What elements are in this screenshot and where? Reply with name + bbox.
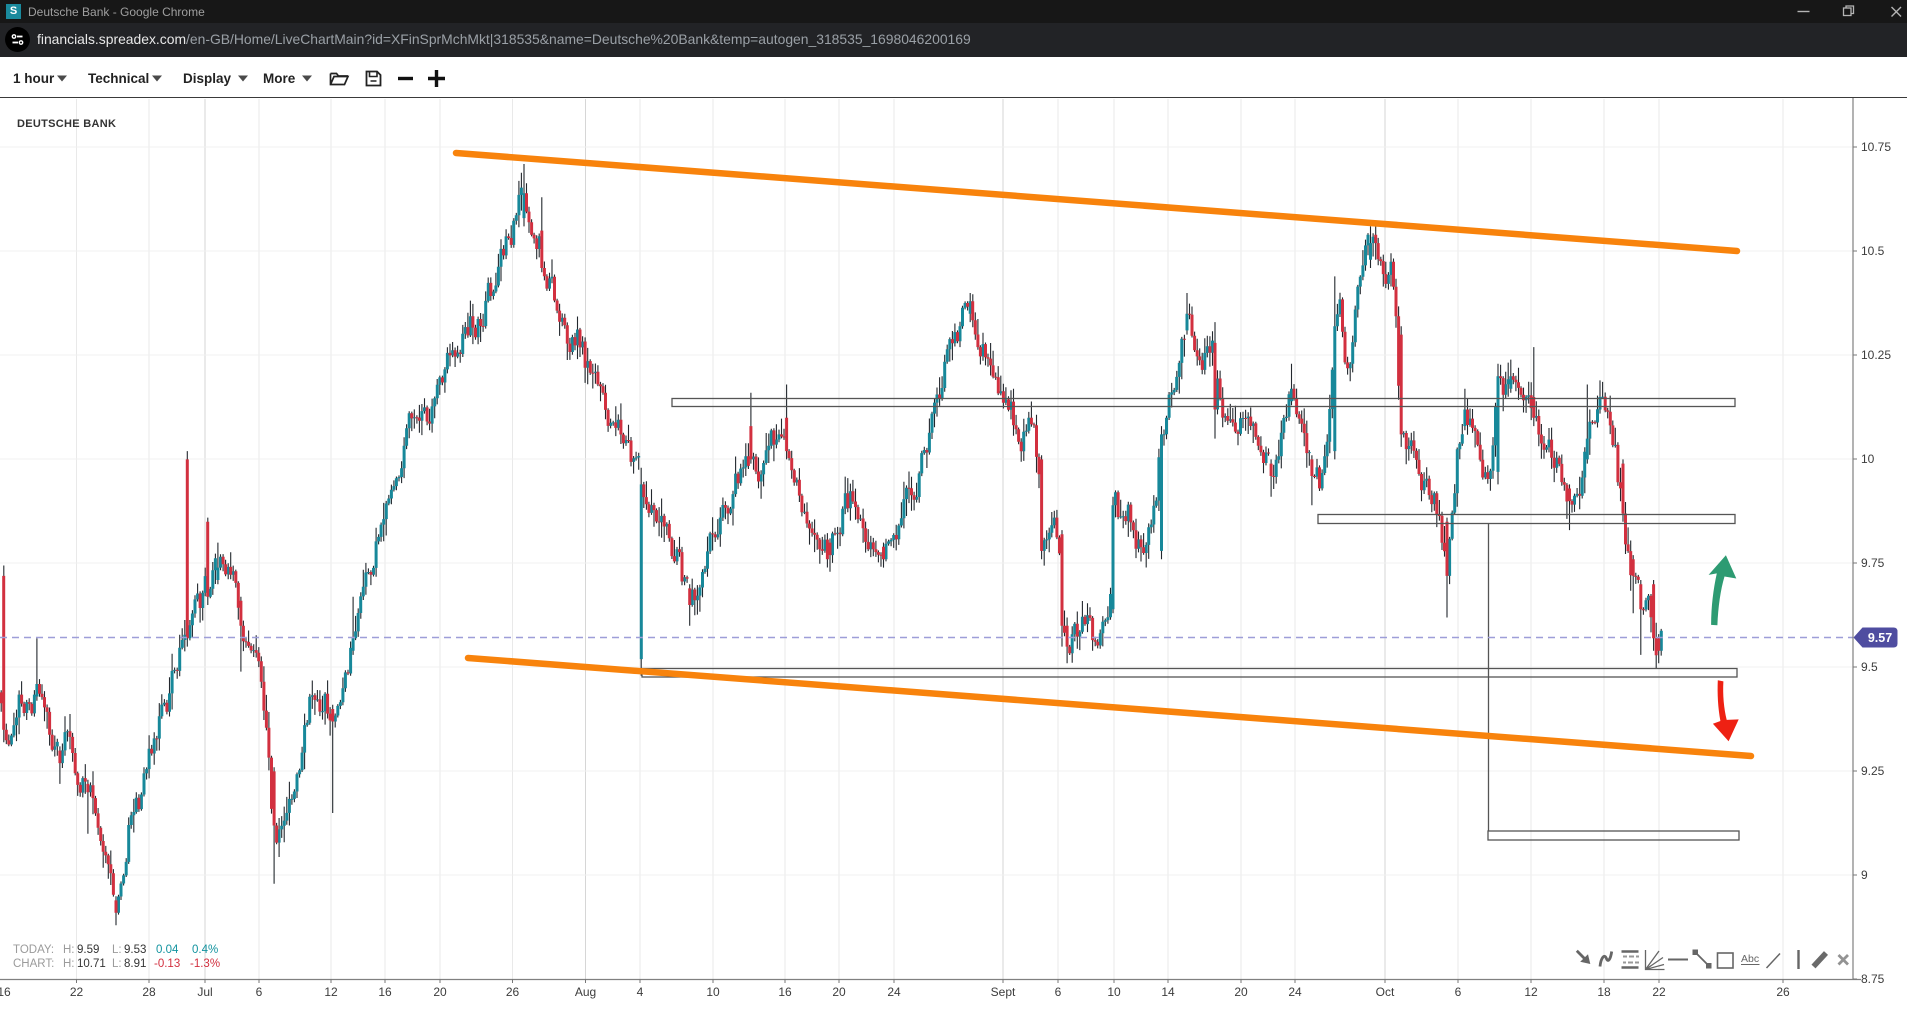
svg-text:10: 10 <box>706 985 720 999</box>
svg-text:0.04: 0.04 <box>156 944 179 956</box>
svg-text:26: 26 <box>1776 985 1790 999</box>
svg-text:Jul: Jul <box>197 985 212 999</box>
svg-text:0.4%: 0.4% <box>192 944 218 956</box>
svg-text:-1.3%: -1.3% <box>190 958 220 970</box>
svg-text:10.5: 10.5 <box>1861 244 1885 258</box>
svg-text:DEUTSCHE BANK: DEUTSCHE BANK <box>17 118 116 130</box>
svg-text:H:: H: <box>63 944 75 956</box>
svg-text:TODAY:: TODAY: <box>13 944 54 956</box>
svg-text:L:: L: <box>112 944 122 956</box>
svg-text:H:: H: <box>63 958 75 970</box>
svg-text:L:: L: <box>112 958 122 970</box>
svg-text:16: 16 <box>778 985 792 999</box>
svg-text:9.5: 9.5 <box>1861 660 1878 674</box>
svg-text:8.91: 8.91 <box>124 958 146 970</box>
svg-text:22: 22 <box>1652 985 1666 999</box>
svg-text:12: 12 <box>324 985 338 999</box>
svg-text:10.71: 10.71 <box>77 958 106 970</box>
svg-text:22: 22 <box>70 985 84 999</box>
svg-text:24: 24 <box>1288 985 1302 999</box>
svg-text:Oct: Oct <box>1376 985 1395 999</box>
svg-text:6: 6 <box>1055 985 1062 999</box>
svg-text:20: 20 <box>433 985 447 999</box>
svg-text:4: 4 <box>637 985 644 999</box>
svg-text:9: 9 <box>1861 868 1868 882</box>
svg-text:18: 18 <box>1597 985 1611 999</box>
svg-text:24: 24 <box>887 985 901 999</box>
svg-text:8.75: 8.75 <box>1861 972 1885 986</box>
svg-text:CHART:: CHART: <box>13 958 54 970</box>
svg-text:9.25: 9.25 <box>1861 764 1885 778</box>
svg-text:14: 14 <box>1161 985 1175 999</box>
svg-text:10: 10 <box>1861 452 1875 466</box>
svg-text:Abc: Abc <box>1741 953 1759 965</box>
svg-text:Sept: Sept <box>991 985 1016 999</box>
svg-text:10.75: 10.75 <box>1861 140 1891 154</box>
svg-text:9.53: 9.53 <box>124 944 146 956</box>
svg-text:9.57: 9.57 <box>1868 631 1892 645</box>
svg-text:6: 6 <box>256 985 263 999</box>
svg-text:20: 20 <box>1234 985 1248 999</box>
svg-text:20: 20 <box>832 985 846 999</box>
svg-text:Aug: Aug <box>575 985 596 999</box>
svg-text:9.59: 9.59 <box>77 944 99 956</box>
svg-text:9.75: 9.75 <box>1861 556 1885 570</box>
svg-text:10: 10 <box>1107 985 1121 999</box>
svg-text:12: 12 <box>1524 985 1538 999</box>
svg-text:10.25: 10.25 <box>1861 348 1891 362</box>
svg-text:16: 16 <box>0 985 11 999</box>
svg-text:28: 28 <box>142 985 156 999</box>
svg-text:16: 16 <box>378 985 392 999</box>
svg-text:26: 26 <box>506 985 520 999</box>
svg-text:6: 6 <box>1455 985 1462 999</box>
svg-text:-0.13: -0.13 <box>154 958 180 970</box>
